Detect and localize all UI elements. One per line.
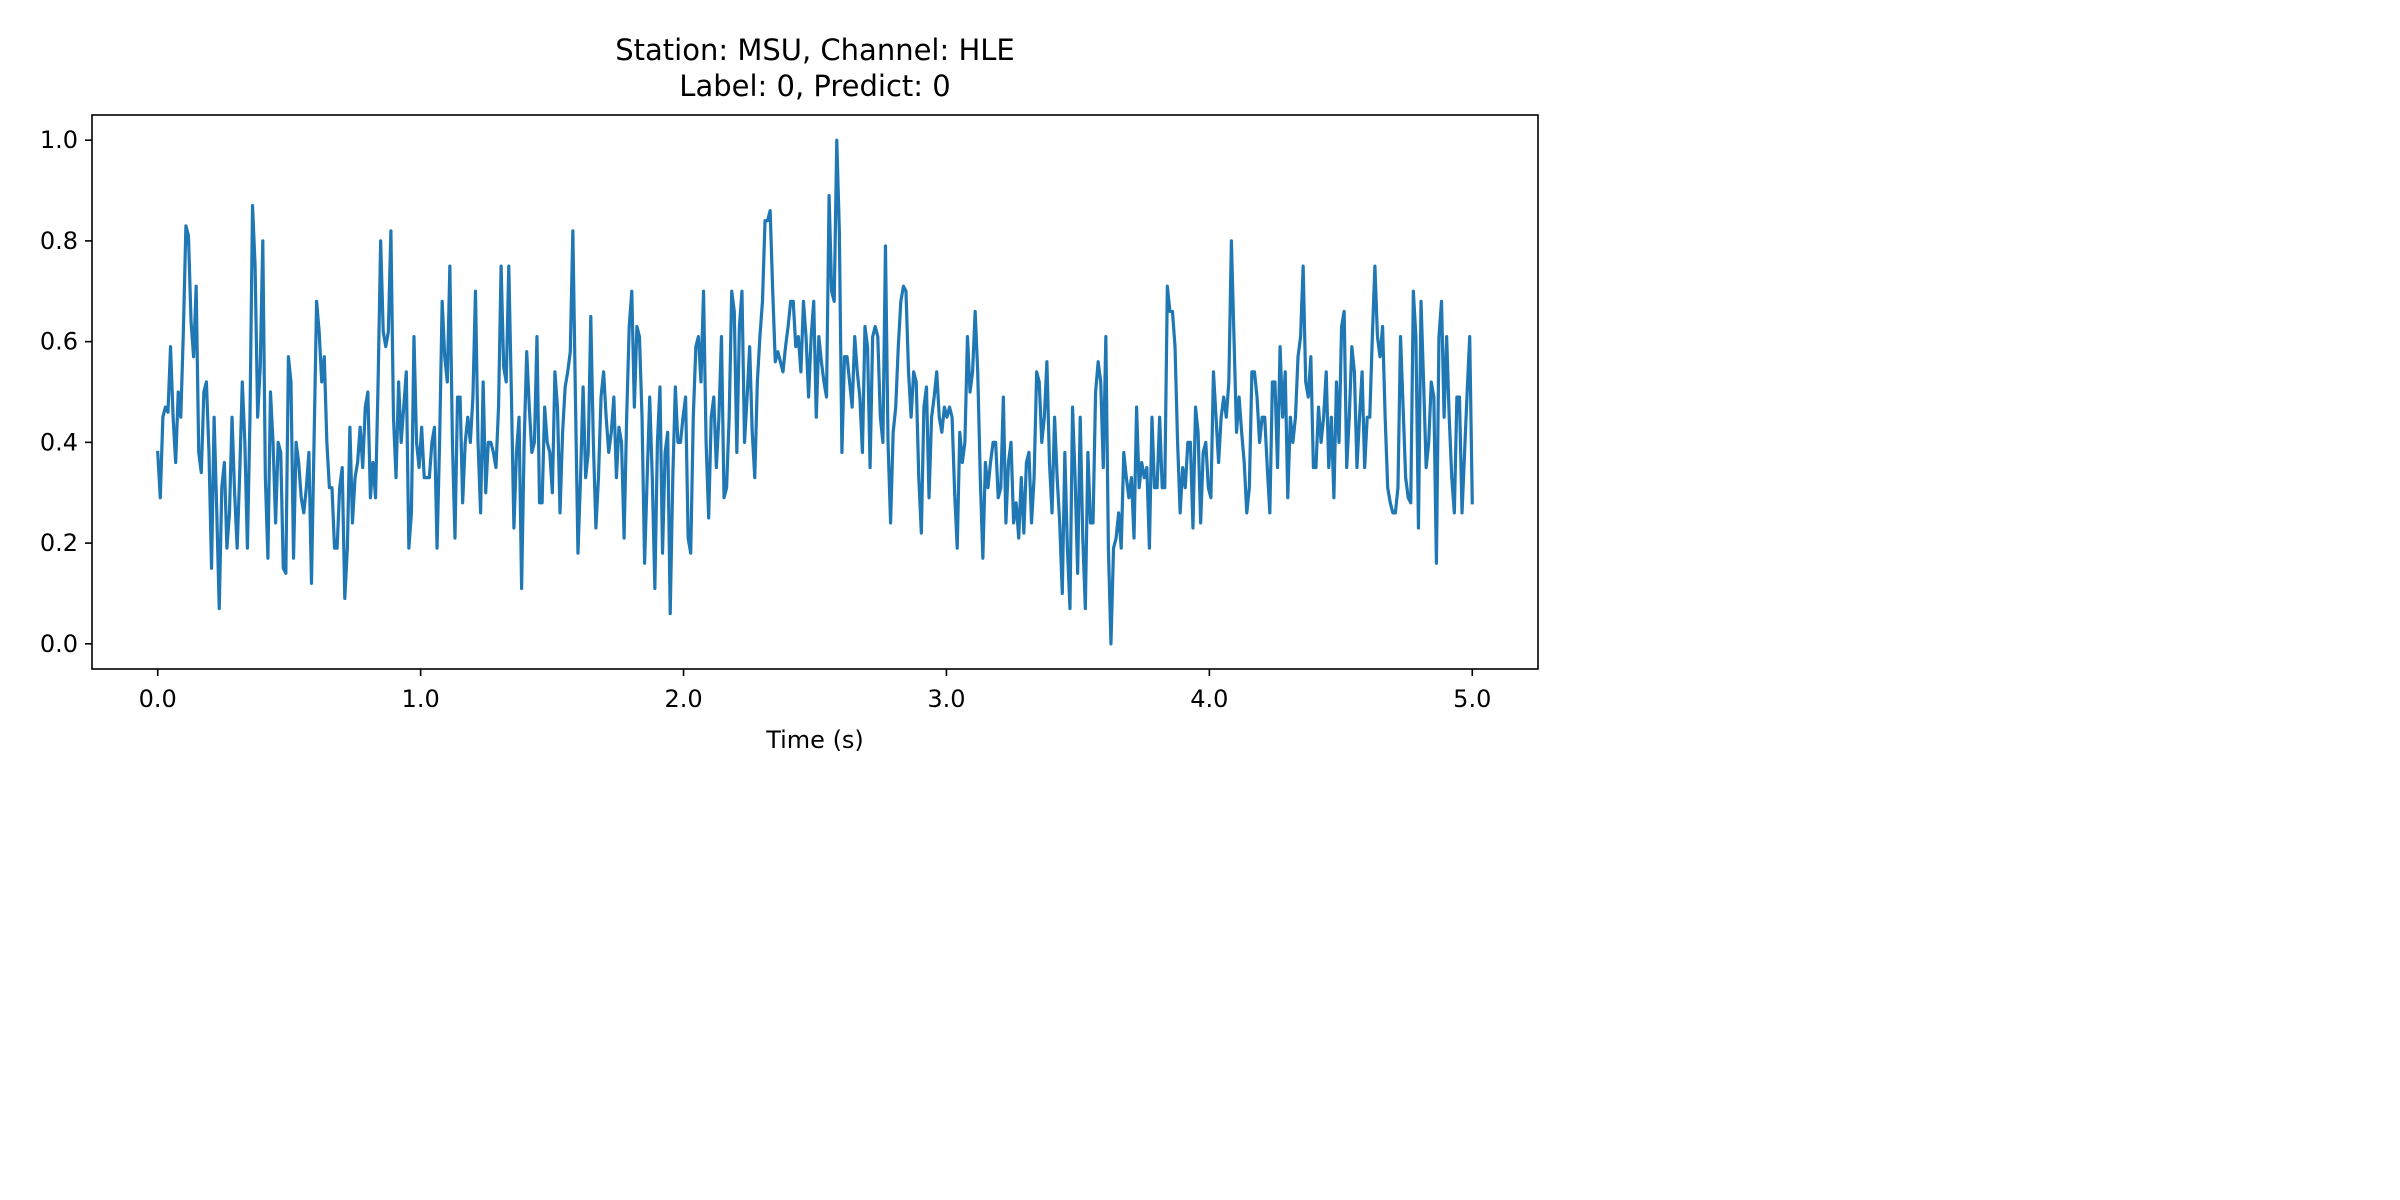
y-tick-label: 0.2 <box>40 529 78 557</box>
x-tick-label: 2.0 <box>664 685 702 713</box>
plot-area <box>156 138 1474 646</box>
x-tick-label: 4.0 <box>1190 685 1228 713</box>
y-tick-label: 1.0 <box>40 126 78 154</box>
x-tick-label: 0.0 <box>139 685 177 713</box>
x-axis-label: Time (s) <box>765 726 864 754</box>
y-tick-label: 0.4 <box>40 428 78 456</box>
x-tick-label: 5.0 <box>1453 685 1491 713</box>
x-tick-label: 1.0 <box>402 685 440 713</box>
chart-title-line-1: Station: MSU, Channel: HLE <box>615 33 1015 67</box>
x-axis: 0.0 1.0 2.0 3.0 4.0 5.0 <box>139 669 1491 713</box>
series-line-0 <box>156 138 1474 646</box>
y-tick-label: 0.6 <box>40 328 78 356</box>
x-tick-label: 3.0 <box>927 685 965 713</box>
y-tick-label: 0.0 <box>40 630 78 658</box>
chart: Station: MSU, Channel: HLE Label: 0, Pre… <box>40 33 1539 754</box>
chart-title-line-2: Label: 0, Predict: 0 <box>679 69 950 103</box>
y-tick-label: 0.8 <box>40 227 78 255</box>
plot-frame <box>91 114 1539 670</box>
y-axis: 0.0 0.2 0.4 0.6 0.8 1.0 <box>40 126 92 658</box>
